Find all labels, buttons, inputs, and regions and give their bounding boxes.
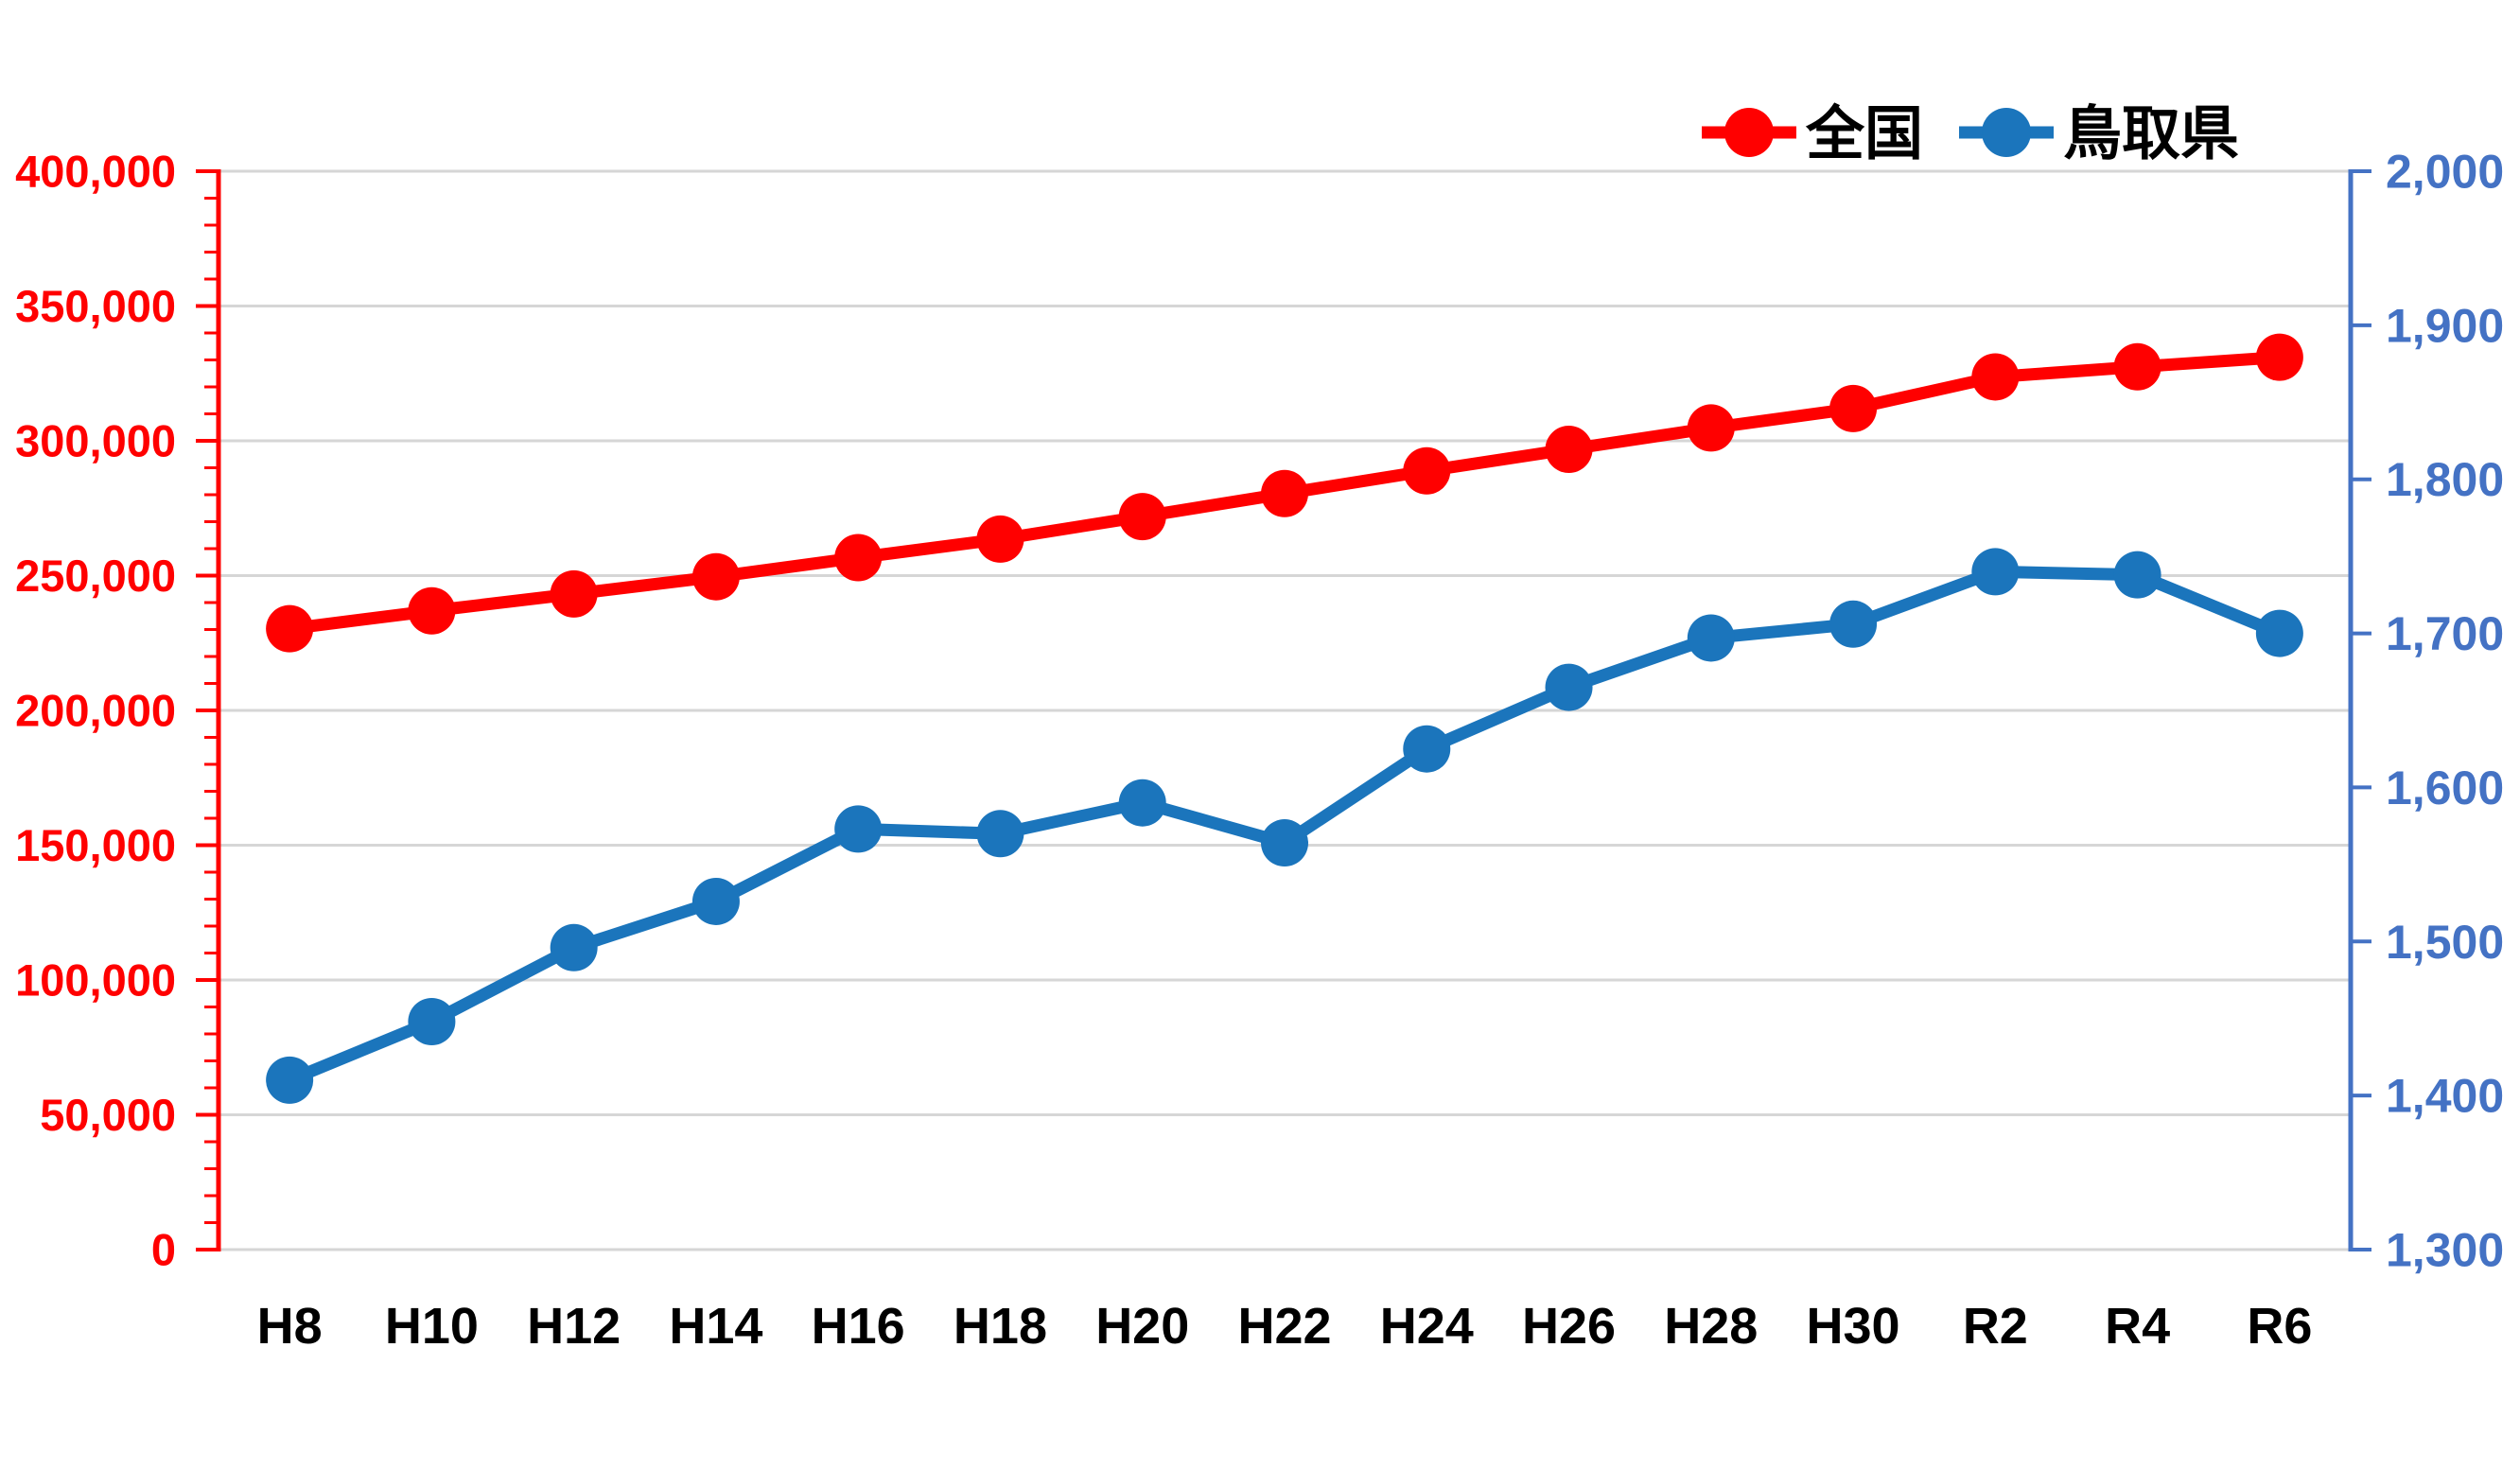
x-axis-label: H20: [1095, 1298, 1189, 1355]
data-point-tottori-H18: [976, 810, 1024, 858]
data-point-national-H14: [691, 552, 740, 601]
data-point-tottori-H26: [1545, 663, 1593, 711]
right-axis-label: 1,800: [2386, 453, 2504, 506]
data-point-tottori-H14: [691, 877, 740, 925]
x-axis-label: H24: [1380, 1298, 1474, 1355]
data-point-tottori-H24: [1403, 725, 1451, 773]
x-axis-label: H22: [1237, 1298, 1331, 1355]
x-axis-label: H26: [1522, 1298, 1616, 1355]
data-point-national-R4: [2113, 342, 2161, 391]
data-point-national-H16: [834, 534, 883, 582]
x-axis-label: R2: [1963, 1298, 2028, 1355]
x-axis-label: H10: [385, 1298, 479, 1355]
left-axis-label: 50,000: [40, 1090, 176, 1140]
data-point-national-H18: [976, 515, 1024, 563]
right-axis-label: 2,000: [2386, 146, 2504, 199]
left-axis-label: 300,000: [15, 415, 176, 465]
data-point-tottori-H20: [1118, 779, 1166, 827]
data-point-tottori-R2: [1971, 548, 2020, 596]
right-axis-label: 1,700: [2386, 607, 2504, 660]
data-point-national-H28: [1687, 404, 1735, 452]
x-axis-label: R4: [2105, 1298, 2170, 1355]
data-point-tottori-H28: [1687, 614, 1735, 662]
left-axis-label: 150,000: [15, 820, 176, 870]
data-point-tottori-H10: [408, 997, 456, 1045]
data-point-national-H12: [550, 569, 598, 618]
x-axis-label: R6: [2247, 1298, 2312, 1355]
left-axis-label: 350,000: [15, 281, 176, 331]
right-axis-label: 1,400: [2386, 1070, 2504, 1123]
right-axis-label: 1,500: [2386, 916, 2504, 969]
legend-marker-tottori: [1982, 108, 2031, 157]
data-point-national-H10: [408, 586, 456, 635]
data-point-tottori-R4: [2113, 551, 2161, 599]
legend-label-national: 全国: [1805, 101, 1923, 166]
data-point-national-H30: [1829, 384, 1878, 432]
data-point-national-H22: [1261, 469, 1308, 517]
right-axis-label: 1,900: [2386, 299, 2504, 352]
x-axis-label: H30: [1807, 1298, 1900, 1355]
data-point-national-H24: [1403, 446, 1451, 495]
legend-marker-national: [1724, 108, 1774, 157]
data-point-tottori-H22: [1261, 819, 1308, 867]
x-axis-label: H28: [1664, 1298, 1758, 1355]
data-point-national-R6: [2255, 333, 2303, 381]
x-axis-label: H8: [257, 1298, 323, 1355]
right-axis-label: 1,600: [2386, 761, 2504, 814]
x-axis-label: H14: [669, 1298, 762, 1355]
left-axis-label: 100,000: [15, 954, 176, 1005]
data-point-tottori-H12: [550, 923, 598, 971]
data-point-national-H20: [1118, 493, 1166, 541]
left-axis-label: 250,000: [15, 551, 176, 601]
left-axis-label: 200,000: [15, 685, 176, 735]
x-axis-label: H16: [812, 1298, 905, 1355]
right-axis-label: 1,300: [2386, 1224, 2504, 1277]
left-axis-label: 400,000: [15, 146, 176, 196]
data-point-tottori-H8: [266, 1056, 314, 1104]
legend-label-tottori: 鳥取県: [2063, 101, 2239, 166]
data-point-tottori-H16: [834, 805, 883, 853]
data-point-tottori-R6: [2255, 609, 2303, 657]
left-axis-label: 0: [151, 1224, 176, 1274]
data-point-national-R2: [1971, 353, 2020, 401]
data-point-national-H8: [266, 604, 314, 653]
x-axis-label: H12: [527, 1298, 621, 1355]
x-axis-label: H18: [954, 1298, 1047, 1355]
data-point-tottori-H30: [1829, 600, 1878, 648]
data-point-national-H26: [1545, 425, 1593, 473]
